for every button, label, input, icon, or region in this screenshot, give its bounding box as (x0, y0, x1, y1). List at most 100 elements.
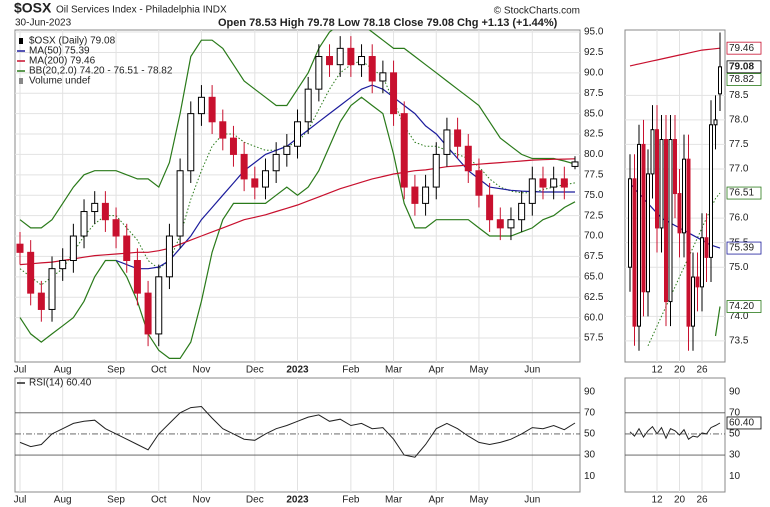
candle-body (27, 251, 35, 294)
candle-body (37, 292, 45, 310)
price-label-box (726, 186, 762, 200)
price-label-box (726, 300, 762, 313)
candle-body (695, 276, 700, 288)
x-tick-label: Jul (14, 365, 27, 376)
candle-body (641, 143, 646, 293)
candle-body (475, 170, 483, 196)
y-tick-label: 77.5 (729, 139, 749, 150)
legend-label: MA(200) 79.46 (29, 56, 96, 67)
candle-body (637, 143, 641, 327)
rsi-tick-label: 30 (729, 450, 741, 461)
candle-body (197, 96, 205, 115)
rsi-tick-label: 70 (584, 407, 596, 418)
candle-body (283, 145, 291, 155)
x-tick-label: 20 (674, 495, 686, 506)
candle-body (686, 158, 691, 327)
candle-body (272, 153, 280, 172)
x-tick-label: 12 (651, 365, 663, 376)
y-tick-label: 95.0 (584, 27, 604, 38)
candle-body (208, 96, 216, 123)
candle-body (659, 139, 664, 229)
candle-body (347, 47, 355, 66)
rsi-panel (624, 377, 726, 493)
legend-label: $OSX (Daily) 79.08 (29, 36, 116, 47)
candle-body (219, 121, 227, 139)
candle-body (550, 178, 558, 188)
rsi-value-label: 60.40 (729, 418, 754, 429)
rsi-line (19, 405, 576, 458)
candle-body (700, 237, 704, 288)
y-tick-label: 75.0 (584, 190, 604, 201)
legend-swatch (19, 38, 23, 44)
x-tick-label: Oct (151, 365, 167, 376)
price-label-box (726, 73, 762, 87)
legend-label: MA(50) 75.39 (29, 46, 90, 57)
candle-body (187, 113, 195, 172)
y-tick-label: 67.5 (584, 251, 604, 262)
x-tick-label: 2023 (286, 495, 309, 506)
candle-body (155, 276, 163, 335)
candle-body (528, 178, 536, 204)
rsi-plot (15, 378, 580, 492)
price-label: 75.39 (729, 243, 754, 254)
candle-body (632, 178, 637, 327)
candle-body (101, 202, 109, 221)
y-tick-label: 77.5 (584, 169, 604, 180)
candle-body (123, 235, 131, 261)
x-tick-label: 12 (651, 495, 663, 506)
candle-body (251, 178, 259, 188)
price-label: 78.82 (729, 74, 754, 85)
moving-average (19, 158, 576, 266)
legend-label: BB(20,2.0) 74.20 - 76.51 - 78.82 (29, 66, 173, 77)
symbol: $OSX (14, 0, 52, 16)
candle-body (165, 235, 173, 278)
y-tick-label: 82.5 (584, 129, 604, 140)
x-tick-label: Apr (428, 495, 444, 506)
y-tick-label: 76.0 (729, 213, 749, 224)
credit: © StockCharts.com (494, 6, 580, 17)
date: 30-Jun-2023 (15, 18, 72, 29)
candle-body (713, 119, 718, 126)
candle-body (144, 292, 152, 335)
y-tick-label: 92.5 (584, 47, 604, 58)
rsi-tick-label: 50 (729, 429, 741, 440)
candle-body (677, 193, 682, 234)
price-plot (15, 30, 580, 362)
candle-body (400, 113, 408, 188)
candle-body (718, 66, 722, 95)
candle-body (294, 121, 301, 147)
legend-label: Volume undef (29, 76, 90, 87)
rsi-line (629, 422, 721, 440)
y-tick-label: 78.0 (729, 115, 749, 126)
candle-body (539, 178, 547, 188)
candle-body (432, 153, 440, 188)
x-tick-label: Sep (107, 495, 125, 506)
quote: Open 78.53 High 79.78 Low 78.18 Close 79… (218, 17, 558, 29)
y-tick-label: 62.5 (584, 292, 604, 303)
rsi-tick-label: 50 (584, 429, 596, 440)
rsi-tick-label: 70 (729, 407, 741, 418)
candle-body (133, 259, 141, 294)
candle-body (411, 186, 419, 204)
price-label: 79.08 (729, 61, 754, 72)
rsi-label: RSI(14) 60.40 (29, 378, 92, 389)
x-tick-label: Jun (524, 365, 540, 376)
y-tick-label: 78.5 (729, 90, 749, 101)
price-label: 74.20 (729, 301, 754, 312)
y-tick-label: 73.5 (729, 336, 749, 347)
y-tick-label: 65.0 (584, 271, 604, 282)
y-tick-label: 87.5 (584, 88, 604, 99)
candle-body (628, 178, 632, 268)
x-tick-label: Aug (54, 495, 72, 506)
y-tick-label: 80.0 (584, 149, 604, 160)
candle-body (91, 202, 99, 213)
x-tick-label: Mar (385, 495, 403, 506)
candle-body (229, 137, 237, 155)
x-tick-label: May (469, 365, 488, 376)
candle-body (668, 139, 673, 303)
y-tick-label: 77.0 (729, 164, 749, 175)
candle-body (704, 237, 709, 258)
rsi-tick-label: 90 (729, 386, 741, 397)
x-tick-label: Apr (428, 365, 444, 376)
